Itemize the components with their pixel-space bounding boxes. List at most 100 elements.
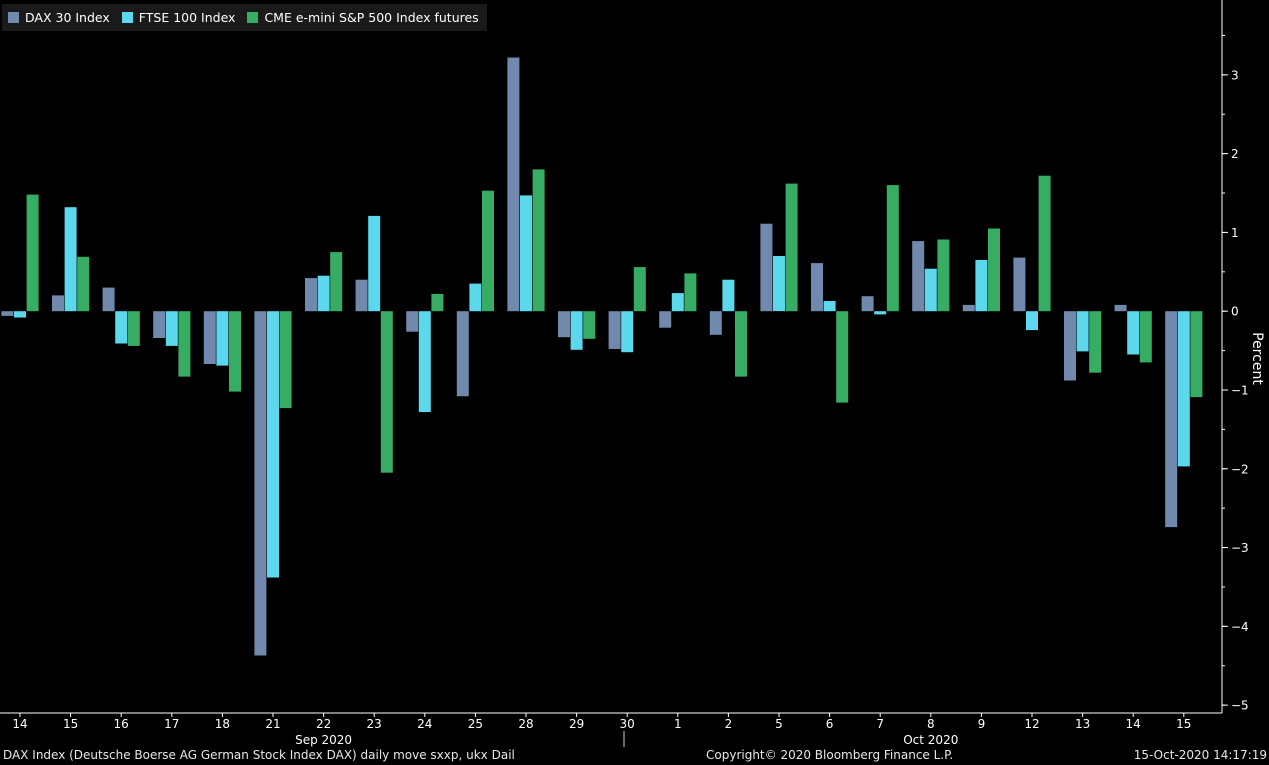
bar-series-3-30 — [633, 267, 646, 312]
bar-series-2-18 — [216, 311, 229, 366]
bar-series-2-25 — [469, 283, 482, 312]
bar-series-1-21 — [254, 311, 267, 656]
bar-series-3-1 — [684, 273, 697, 312]
bar-series-3-2 — [735, 311, 747, 377]
x-tick-label: 29 — [569, 717, 584, 731]
bar-series-1-12 — [1013, 257, 1026, 312]
bar-series-3-14 — [26, 194, 39, 312]
bar-series-3-18 — [229, 311, 241, 392]
legend-label-spx: CME e-mini S&P 500 Index futures — [264, 10, 479, 25]
bar-series-1-18 — [203, 311, 216, 364]
x-tick-label: 28 — [518, 717, 533, 731]
x-tick-label: 15 — [1176, 717, 1191, 731]
x-tick-label: 13 — [1075, 717, 1090, 731]
bar-series-1-23 — [355, 279, 368, 312]
bar-series-3-29 — [583, 311, 596, 339]
x-tick-label: 24 — [417, 717, 432, 731]
legend-label-ftse: FTSE 100 Index — [138, 10, 236, 25]
bar-series-1-6 — [811, 263, 823, 312]
legend-label-dax: DAX 30 Index — [25, 10, 110, 25]
x-tick-label: 22 — [316, 717, 331, 731]
x-tick-label: 30 — [620, 717, 635, 731]
x-tick-label: 2 — [725, 717, 733, 731]
bar-series-3-25 — [482, 190, 494, 312]
x-tick-label: 14 — [12, 717, 27, 731]
x-tick-label: 1 — [674, 717, 682, 731]
y-tick-label: 0 — [1231, 305, 1239, 319]
bar-series-3-6 — [836, 311, 849, 403]
legend-swatch-spx — [247, 12, 259, 23]
bar-series-3-7 — [886, 185, 899, 312]
bar-series-2-5 — [773, 256, 785, 312]
bar-series-2-28 — [520, 195, 532, 312]
bar-series-1-8 — [912, 241, 925, 312]
y-tick-label: −4 — [1231, 620, 1249, 634]
bar-series-3-12 — [1038, 175, 1051, 312]
bar-series-3-8 — [937, 239, 950, 312]
legend-swatch-ftse — [121, 12, 133, 23]
bar-series-3-13 — [1089, 311, 1102, 373]
bar-series-2-9 — [975, 260, 988, 312]
bar-series-1-29 — [558, 311, 570, 338]
x-tick-label: 21 — [265, 717, 280, 731]
bar-series-3-21 — [279, 311, 292, 409]
x-tick-label: 12 — [1024, 717, 1039, 731]
bar-series-1-9 — [962, 304, 975, 312]
bar-series-3-15 — [1190, 311, 1203, 398]
x-tick-label: 16 — [114, 717, 129, 731]
footer-timestamp: 15-Oct-2020 14:17:19 — [1133, 748, 1267, 762]
bar-series-2-30 — [621, 311, 634, 353]
bar-series-3-28 — [532, 169, 545, 312]
x-tick-label: 14 — [1126, 717, 1141, 731]
bar-series-2-17 — [165, 311, 178, 346]
x-tick-label: 8 — [927, 717, 935, 731]
y-tick-label: 1 — [1231, 226, 1239, 240]
bar-series-2-12 — [1026, 311, 1038, 331]
bar-series-2-16 — [115, 311, 128, 344]
footer-copyright: Copyright© 2020 Bloomberg Finance L.P. — [706, 748, 954, 762]
bar-series-1-7 — [861, 296, 874, 312]
bar-series-1-24 — [406, 311, 419, 332]
bar-series-1-30 — [608, 311, 621, 349]
bar-series-2-14 — [1127, 311, 1140, 355]
bar-series-3-5 — [785, 183, 798, 312]
bar-series-1-14 — [1114, 304, 1127, 312]
legend: DAX 30 Index FTSE 100 Index CME e-mini S… — [2, 4, 487, 31]
bar-series-2-2 — [722, 279, 735, 312]
bar-series-1-14 — [1, 311, 14, 316]
bar-series-2-13 — [1076, 311, 1089, 352]
x-tick-label: 23 — [367, 717, 382, 731]
y-tick-label: −1 — [1231, 383, 1249, 397]
y-tick-label: −2 — [1231, 462, 1249, 476]
x-month-label: Sep 2020 — [295, 733, 352, 747]
x-tick-label: 5 — [775, 717, 783, 731]
y-tick-label: 3 — [1231, 68, 1239, 82]
bar-series-1-17 — [153, 311, 166, 338]
bar-series-1-1 — [659, 311, 672, 328]
bar-series-3-22 — [330, 252, 343, 312]
y-axis-label: Percent — [1249, 332, 1265, 385]
legend-item-ftse: FTSE 100 Index — [121, 10, 236, 25]
bar-series-1-28 — [507, 57, 520, 312]
bar-series-2-14 — [14, 311, 26, 318]
bar-series-2-7 — [874, 311, 887, 315]
bar-series-1-2 — [709, 311, 722, 335]
bar-series-2-24 — [418, 311, 431, 412]
bar-series-2-21 — [267, 311, 279, 578]
bar-series-1-25 — [456, 311, 469, 397]
x-tick-label: 9 — [978, 717, 986, 731]
bar-series-3-16 — [127, 311, 140, 346]
y-tick-label: 2 — [1231, 147, 1239, 161]
bar-series-1-15 — [52, 295, 64, 312]
y-tick-label: −5 — [1231, 699, 1249, 713]
bar-series-2-22 — [317, 275, 330, 312]
x-tick-label: 17 — [164, 717, 179, 731]
legend-item-spx: CME e-mini S&P 500 Index futures — [247, 10, 479, 25]
bar-series-2-23 — [368, 215, 381, 312]
bar-series-2-15 — [64, 207, 77, 312]
bar-series-2-29 — [570, 311, 583, 350]
bar-series-1-15 — [1165, 311, 1178, 528]
bar-series-1-22 — [305, 278, 317, 312]
bar-series-3-17 — [178, 311, 191, 377]
